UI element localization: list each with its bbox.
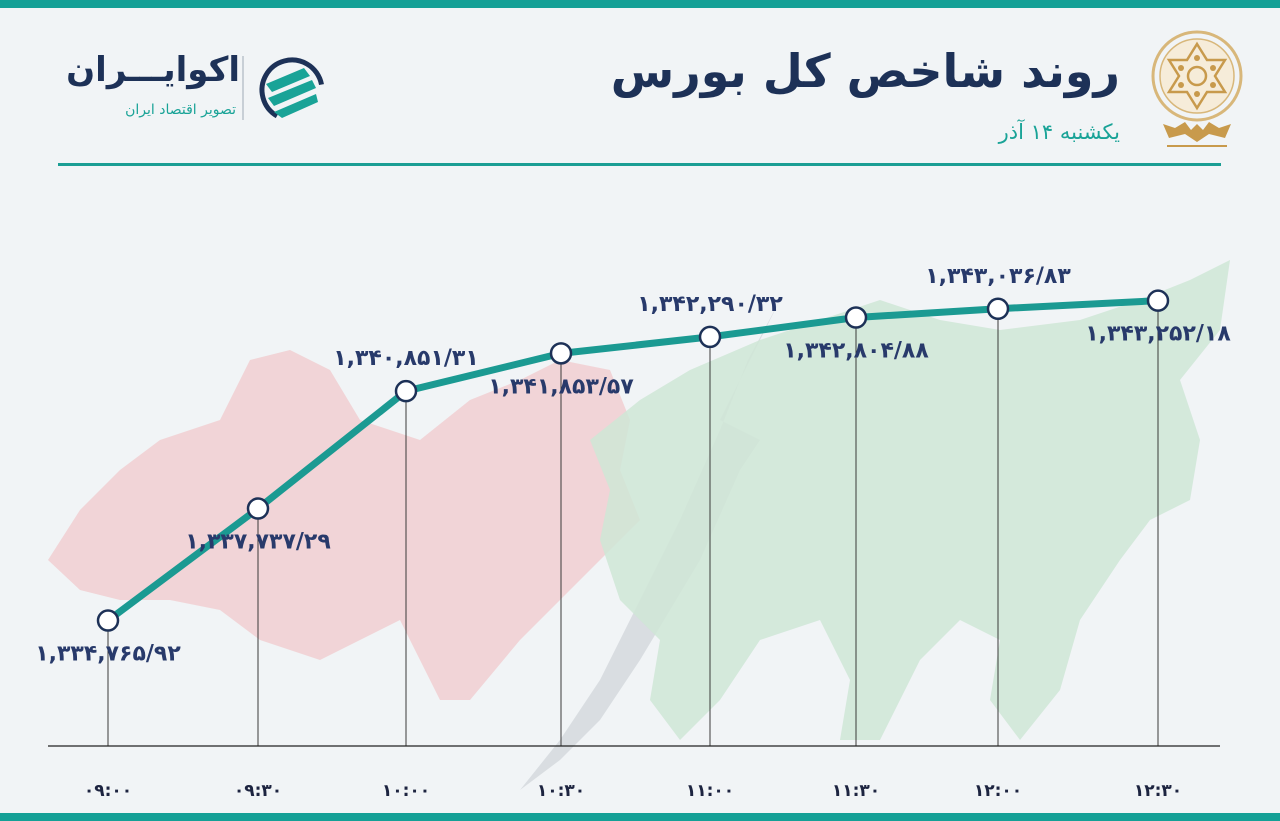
data-label: ۱,۳۳۷,۷۳۷/۲۹: [185, 530, 331, 555]
x-tick-label: ۱۲:۳۰: [1134, 781, 1182, 801]
bull-silhouette: [590, 260, 1230, 740]
series-line: [104, 297, 1162, 625]
data-point: [246, 497, 270, 520]
brand-block: اکوایـــران تصویر اقتصاد ایران: [66, 48, 340, 128]
x-tick-label: ۱۰:۰۰: [382, 781, 430, 801]
bottom-accent-bar: [0, 813, 1280, 821]
data-label: ۱,۳۳۴,۷۶۵/۹۲: [35, 642, 181, 667]
header-divider: [58, 163, 1221, 166]
data-point: [844, 306, 868, 329]
data-point: [986, 297, 1010, 321]
data-label: ۱,۳۴۲,۸۰۴/۸۸: [783, 339, 929, 364]
data-point: [394, 379, 418, 403]
x-tick-label: ۱۲:۰۰: [974, 781, 1022, 801]
data-label: ۱,۳۴۰,۸۵۱/۳۱: [333, 346, 479, 371]
x-tick-label: ۰۹:۳۰: [234, 781, 282, 801]
data-point: [698, 325, 722, 349]
data-point: [96, 609, 120, 632]
x-tick-label: ۱۰:۳۰: [537, 781, 585, 801]
date-subtitle: یکشنبه ۱۴ آذر: [998, 120, 1120, 144]
data-label: ۱,۳۴۳,۲۵۲/۱۸: [1085, 322, 1231, 347]
data-point: [549, 342, 573, 365]
data-label: ۱,۳۴۲,۲۹۰/۳۲: [637, 292, 783, 317]
brand-tagline: تصویر اقتصاد ایران: [125, 102, 236, 118]
page-title: روند شاخص کل بورس: [610, 44, 1120, 98]
x-tick-label: ۱۱:۳۰: [832, 781, 880, 801]
brand-separator: [242, 56, 244, 120]
brand-name: اکوایـــران: [66, 50, 240, 90]
top-accent-bar: [0, 0, 1280, 8]
bear-silhouette: [48, 350, 640, 700]
data-label: ۱,۳۴۱,۸۵۳/۵۷: [488, 374, 634, 399]
ecoiran-logo-icon: [259, 57, 325, 123]
data-point: [1146, 289, 1170, 312]
data-label: ۱,۳۴۳,۰۳۶/۸۳: [925, 264, 1071, 289]
tehran-stock-exchange-emblem: [1151, 30, 1243, 147]
x-tick-label: ۰۹:۰۰: [84, 781, 132, 801]
x-tick-label: ۱۱:۰۰: [686, 781, 734, 801]
